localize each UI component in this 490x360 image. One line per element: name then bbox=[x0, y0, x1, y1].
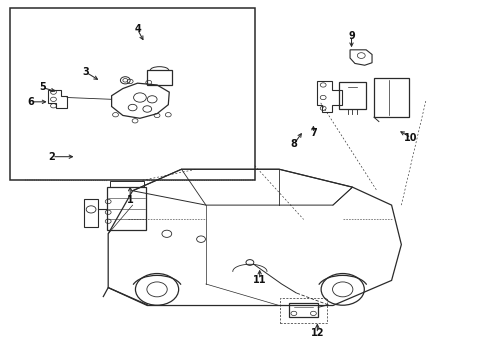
Bar bbox=[280, 298, 327, 323]
Text: 5: 5 bbox=[39, 82, 46, 93]
Bar bbox=[84, 199, 98, 227]
Text: 2: 2 bbox=[49, 152, 55, 162]
Bar bbox=[374, 78, 409, 117]
Text: 7: 7 bbox=[310, 129, 317, 138]
Text: 6: 6 bbox=[27, 97, 34, 107]
Text: 3: 3 bbox=[83, 67, 90, 77]
Bar bbox=[147, 70, 172, 85]
Bar bbox=[339, 82, 366, 109]
Text: 9: 9 bbox=[348, 31, 355, 41]
Text: 12: 12 bbox=[311, 328, 324, 338]
Bar bbox=[289, 303, 318, 317]
Text: 11: 11 bbox=[253, 275, 267, 285]
Bar bbox=[107, 187, 147, 230]
Text: 8: 8 bbox=[291, 139, 297, 149]
Text: 10: 10 bbox=[404, 133, 418, 143]
Text: 4: 4 bbox=[134, 24, 141, 35]
Bar bbox=[10, 8, 255, 180]
Bar bbox=[110, 181, 144, 187]
Text: 1: 1 bbox=[127, 195, 134, 205]
